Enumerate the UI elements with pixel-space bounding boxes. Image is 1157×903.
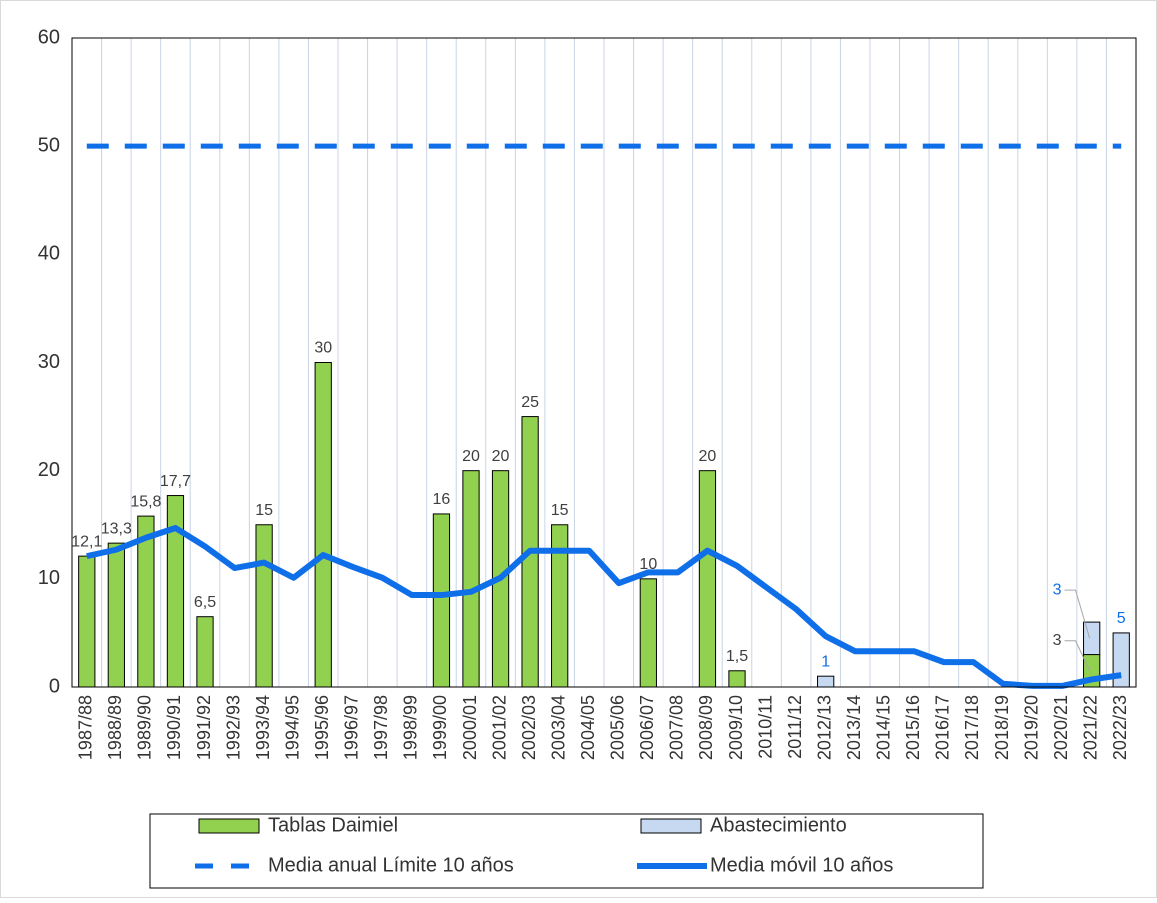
x-tick-label: 2021/22 bbox=[1080, 695, 1100, 760]
y-tick-label: 20 bbox=[38, 459, 60, 481]
x-tick-label: 2013/14 bbox=[844, 695, 864, 760]
data-label: 20 bbox=[492, 448, 510, 465]
bar bbox=[255, 524, 273, 688]
x-tick-label: 2022/23 bbox=[1110, 695, 1130, 760]
x-tick-label: 2008/09 bbox=[696, 695, 716, 760]
data-label: 30 bbox=[314, 340, 332, 357]
x-tick-label: 2006/07 bbox=[637, 695, 657, 760]
x-tick-label: 1993/94 bbox=[253, 695, 273, 760]
x-tick-label: 1991/92 bbox=[194, 695, 214, 760]
x-tick-label: 2000/01 bbox=[460, 695, 480, 760]
x-tick-label: 2010/11 bbox=[755, 695, 775, 759]
x-tick-label: 1994/95 bbox=[282, 695, 302, 760]
data-label: 12,1 bbox=[71, 533, 102, 550]
leader-line bbox=[1064, 640, 1091, 671]
data-label: 15,8 bbox=[130, 493, 161, 510]
y-tick-label: 40 bbox=[38, 243, 60, 265]
data-label: 3 bbox=[1053, 632, 1062, 649]
x-tick-label: 1997/98 bbox=[371, 695, 391, 760]
data-label: 1,5 bbox=[726, 648, 748, 665]
data-label: 13,3 bbox=[101, 520, 132, 537]
data-label: 6,5 bbox=[194, 594, 216, 611]
x-tick-label: 1990/91 bbox=[164, 695, 184, 760]
x-tick-label: 2011/12 bbox=[785, 695, 805, 759]
bar bbox=[698, 470, 717, 688]
x-tick-label: 2002/03 bbox=[519, 695, 539, 760]
legend-label: Media anual Límite 10 años bbox=[268, 854, 514, 876]
leader-line bbox=[1064, 589, 1091, 639]
bar bbox=[728, 670, 746, 688]
data-label: 16 bbox=[433, 491, 451, 508]
x-tick-label: 2001/02 bbox=[489, 695, 509, 760]
y-tick-label: 30 bbox=[38, 351, 60, 373]
x-tick-label: 2007/08 bbox=[667, 695, 687, 760]
bar bbox=[462, 470, 480, 688]
x-tick-label: 1995/96 bbox=[312, 695, 332, 760]
x-tick-label: 1992/93 bbox=[223, 695, 243, 760]
x-tick-label: 2014/15 bbox=[874, 695, 894, 760]
data-label: 1 bbox=[821, 653, 830, 670]
data-label: 15 bbox=[255, 502, 273, 519]
data-label: 17,7 bbox=[160, 473, 191, 490]
bar bbox=[432, 513, 451, 688]
plot-frame bbox=[71, 37, 1137, 688]
x-tick-label: 2017/18 bbox=[962, 695, 982, 760]
legend-label: Media móvil 10 años bbox=[710, 854, 893, 876]
legend-box bbox=[149, 813, 984, 889]
y-tick-label: 60 bbox=[38, 26, 60, 48]
data-label: 3 bbox=[1053, 581, 1062, 598]
bar bbox=[639, 578, 657, 688]
x-tick-label: 2015/16 bbox=[903, 695, 923, 760]
data-label: 5 bbox=[1117, 610, 1126, 627]
legend-label: Tablas Daimiel bbox=[268, 814, 398, 836]
data-label: 20 bbox=[462, 448, 480, 465]
x-tick-label: 1998/99 bbox=[401, 695, 421, 760]
bar bbox=[817, 675, 835, 688]
y-tick-label: 10 bbox=[38, 567, 60, 589]
x-tick-label: 1989/90 bbox=[135, 695, 155, 760]
x-tick-label: 2003/04 bbox=[548, 695, 568, 760]
data-label: 10 bbox=[639, 556, 657, 573]
x-tick-label: 2012/13 bbox=[814, 695, 834, 760]
legend-label: Abastecimiento bbox=[710, 814, 847, 836]
x-tick-label: 2019/20 bbox=[1021, 695, 1041, 760]
bar bbox=[78, 555, 96, 688]
x-tick-label: 2018/19 bbox=[992, 695, 1012, 760]
x-tick-label: 2009/10 bbox=[726, 695, 746, 760]
bar bbox=[196, 616, 214, 688]
bar bbox=[314, 362, 332, 688]
x-tick-label: 2020/21 bbox=[1051, 695, 1071, 760]
bar bbox=[166, 495, 185, 688]
x-tick-label: 2004/05 bbox=[578, 695, 598, 760]
x-tick-label: 2005/06 bbox=[608, 695, 628, 760]
line-series bbox=[86, 524, 1122, 689]
x-tick-label: 1996/97 bbox=[342, 695, 362, 760]
legend-swatch bbox=[198, 818, 260, 834]
data-label: 20 bbox=[699, 448, 717, 465]
bar bbox=[107, 542, 125, 688]
x-tick-label: 1988/89 bbox=[105, 695, 125, 760]
y-tick-label: 0 bbox=[49, 675, 60, 697]
legend-swatch bbox=[640, 818, 702, 834]
x-tick-label: 1987/88 bbox=[76, 695, 96, 760]
x-tick-label: 1999/00 bbox=[430, 695, 450, 760]
y-tick-label: 50 bbox=[38, 134, 60, 156]
x-tick-label: 2016/17 bbox=[933, 695, 953, 760]
data-label: 15 bbox=[551, 502, 569, 519]
data-label: 25 bbox=[521, 394, 539, 411]
